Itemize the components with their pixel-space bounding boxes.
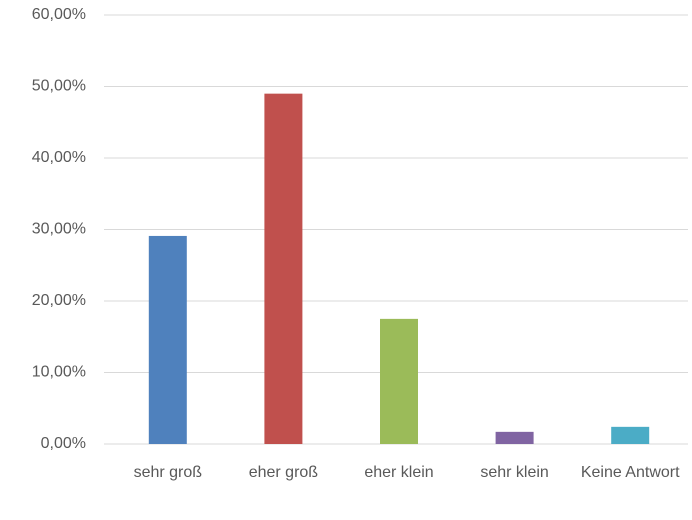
bar bbox=[611, 426, 650, 444]
y-tick-label: 0,00% bbox=[41, 435, 86, 452]
bar bbox=[380, 318, 418, 444]
bar bbox=[495, 431, 534, 444]
y-tick-label: 40,00% bbox=[32, 149, 86, 166]
y-tick-label: 50,00% bbox=[32, 78, 86, 95]
y-tick-label: 30,00% bbox=[32, 221, 86, 238]
x-tick-label: sehr klein bbox=[480, 464, 549, 481]
y-tick-label: 60,00% bbox=[32, 6, 86, 23]
y-tick-label: 10,00% bbox=[32, 364, 86, 381]
x-tick-label: sehr groß bbox=[133, 464, 203, 481]
x-tick-label: eher groß bbox=[248, 464, 319, 481]
bar bbox=[148, 235, 187, 444]
x-tick-label: eher klein bbox=[364, 464, 434, 481]
y-tick-label: 20,00% bbox=[32, 292, 86, 309]
bar bbox=[264, 93, 303, 445]
x-tick-label: Keine Antwort bbox=[580, 464, 680, 481]
